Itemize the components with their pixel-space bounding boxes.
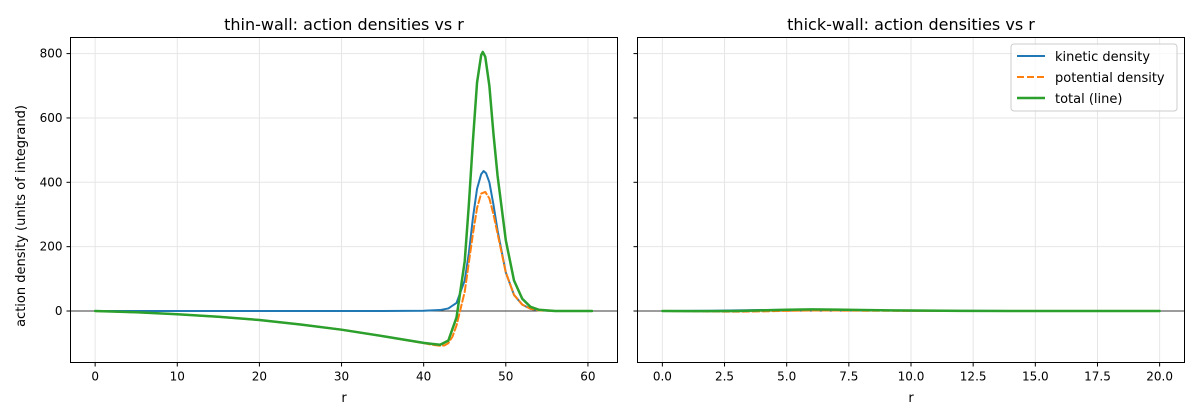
x-tick-label: 10.0: [898, 370, 925, 384]
x-tick-label: 60: [580, 370, 595, 384]
y-tick-label: 0: [55, 304, 63, 318]
left-chart-title: thin-wall: action densities vs r: [224, 15, 464, 34]
left-y-ticks: 0 200 400 600 800: [40, 47, 71, 318]
series-line-total: [661, 308, 1161, 313]
left-y-axis-label: action density (units of integrand): [14, 105, 29, 327]
series-line-total: [93, 50, 594, 347]
right-panel: thick-wall: action densities vs r r 0.0 2…: [633, 15, 1185, 406]
x-tick-label: 0: [91, 370, 99, 384]
legend-label-total: total (line): [1055, 92, 1122, 107]
legend: kinetic density potential density total …: [1010, 43, 1178, 112]
legend-label-kinetic: kinetic density: [1055, 50, 1150, 65]
x-tick-label: 0.0: [653, 370, 672, 384]
left-plot-frame: [70, 37, 618, 363]
x-tick-label: 20: [252, 370, 267, 384]
x-tick-label: 10: [170, 370, 185, 384]
y-tick-label: 800: [40, 47, 63, 61]
legend-box: [1010, 43, 1178, 112]
right-y-ticks: [633, 53, 638, 312]
x-tick-label: 7.5: [839, 370, 858, 384]
right-series-group: [661, 308, 1161, 313]
x-tick-label: 40: [416, 370, 431, 384]
x-tick-label: 17.5: [1084, 370, 1111, 384]
y-tick-label: 400: [40, 175, 63, 189]
right-x-axis-label: r: [908, 391, 914, 406]
x-tick-label: 12.5: [960, 370, 987, 384]
legend-label-potential: potential density: [1055, 71, 1165, 86]
x-tick-label: 5.0: [777, 370, 796, 384]
y-tick-label: 600: [40, 111, 63, 125]
right-chart-title: thick-wall: action densities vs r: [787, 15, 1035, 34]
right-x-ticks: 0.0 2.5 5.0 7.5 10.0 12.5 15.0 17.5 20.0: [653, 362, 1173, 384]
x-tick-label: 30: [334, 370, 349, 384]
x-tick-label: 20.0: [1146, 370, 1173, 384]
x-tick-label: 50: [498, 370, 513, 384]
y-tick-label: 200: [40, 240, 63, 254]
left-series-group: [93, 50, 594, 347]
left-x-ticks: 0 10 20 30 40 50 60: [91, 362, 596, 384]
x-tick-label: 15.0: [1022, 370, 1049, 384]
left-panel: thin-wall: action densities vs r r actio…: [14, 15, 618, 406]
left-x-axis-label: r: [341, 391, 347, 406]
x-tick-label: 2.5: [715, 370, 734, 384]
